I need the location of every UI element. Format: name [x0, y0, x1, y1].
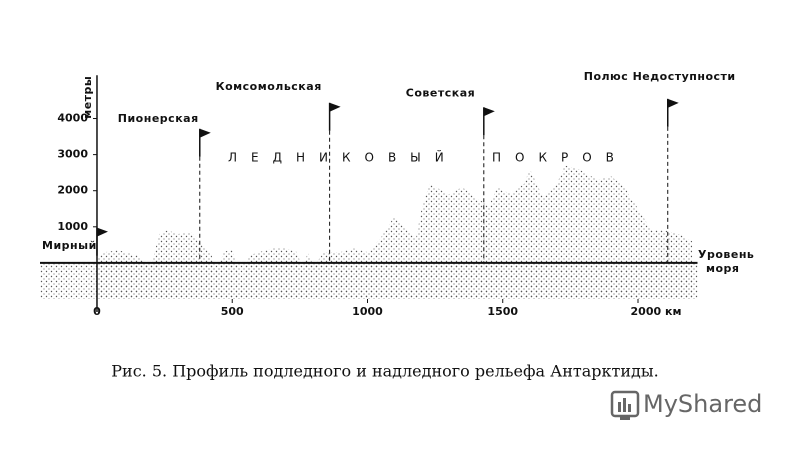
x-tick-label: 2000 км	[631, 305, 682, 318]
ice-label: ЛЕДНИКОВЫЙ	[228, 150, 458, 165]
sea-level-label: моря	[706, 262, 740, 275]
station-label: Пионерская	[118, 112, 199, 125]
station-label: Мирный	[42, 239, 97, 252]
ice-label: ПОКРОВ	[492, 151, 628, 165]
sea-level-label: Уровень	[698, 248, 754, 261]
y-tick-label: 3000	[57, 148, 88, 161]
x-tick-label: 0	[93, 305, 101, 318]
station-flag	[96, 227, 108, 237]
x-tick-label: 500	[221, 305, 244, 318]
bedrock-fill	[96, 165, 693, 299]
y-tick-label: 4000	[57, 112, 88, 125]
x-tick-label: 1500	[487, 305, 518, 318]
watermark: MyShared	[643, 390, 762, 418]
y-tick-label: 1000	[57, 220, 88, 233]
station-label: Комсомольская	[216, 80, 322, 93]
station-flag	[667, 98, 679, 108]
station-flag	[329, 102, 341, 112]
station-label: Полюс Недоступности	[584, 70, 736, 83]
y-tick-label: 2000	[57, 184, 88, 197]
caption: Рис. 5. Профиль подледного и надледного …	[111, 362, 658, 381]
station-flag	[483, 107, 495, 117]
y-axis-label: метры	[81, 76, 94, 119]
watermark-logo	[610, 390, 640, 420]
x-tick-label: 1000	[352, 305, 383, 318]
station-flag	[199, 128, 211, 138]
station-label: Советская	[406, 86, 475, 99]
